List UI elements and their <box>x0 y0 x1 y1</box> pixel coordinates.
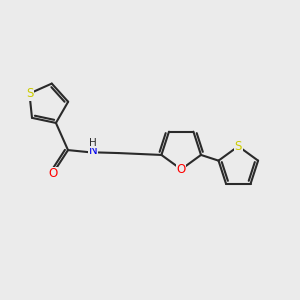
Text: S: S <box>26 87 33 100</box>
Text: O: O <box>177 163 186 176</box>
Text: O: O <box>48 167 57 180</box>
Text: H: H <box>89 138 97 148</box>
Text: S: S <box>235 140 242 153</box>
Text: N: N <box>89 145 98 158</box>
